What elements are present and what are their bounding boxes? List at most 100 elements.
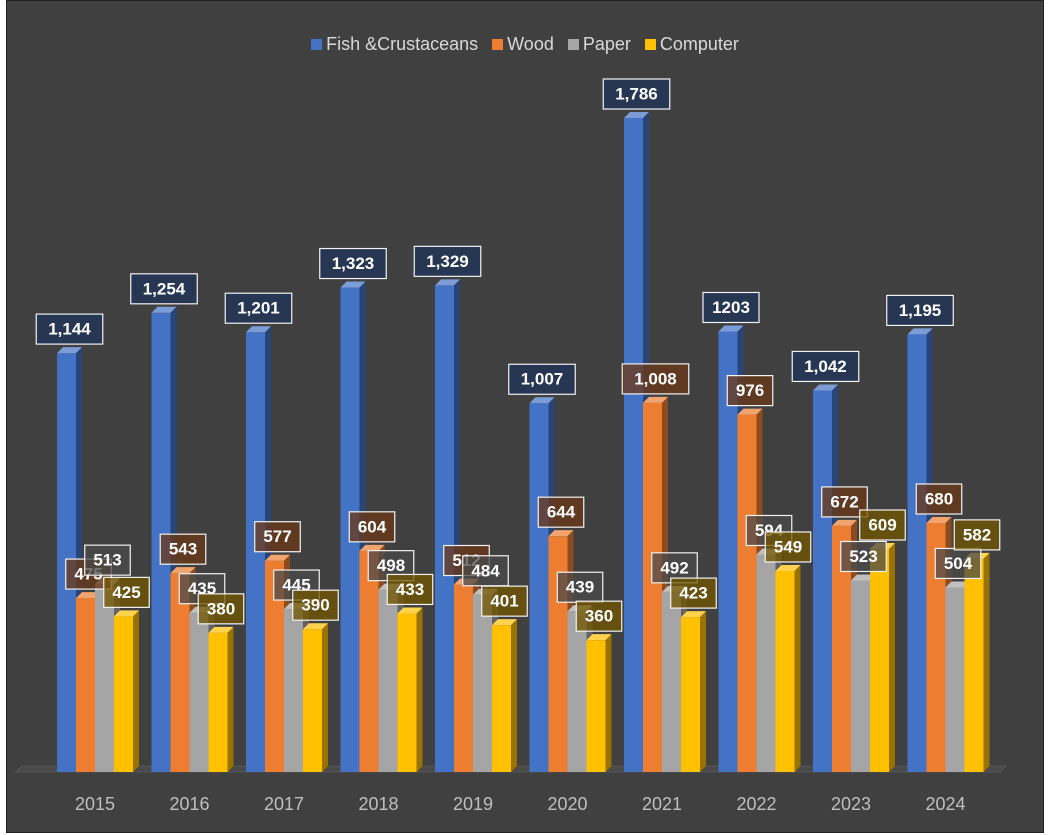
bar-side <box>794 564 801 772</box>
bar-side <box>133 610 139 772</box>
data-label: 504 <box>944 554 973 573</box>
bar-front <box>303 629 322 772</box>
data-label-box <box>254 521 301 553</box>
bar-front <box>643 402 662 772</box>
x-tick-label: 2024 <box>925 794 965 814</box>
data-label: 1,008 <box>634 369 677 388</box>
bar-side <box>227 626 234 772</box>
legend-label: Paper <box>582 34 631 54</box>
bar <box>303 623 328 772</box>
data-label-box <box>197 593 245 625</box>
data-label: 390 <box>301 596 329 615</box>
data-label-box <box>462 555 509 587</box>
data-label-box <box>886 294 954 327</box>
bar-top <box>435 279 460 286</box>
data-label: 433 <box>396 580 424 599</box>
bar-front <box>586 640 606 772</box>
data-label: 976 <box>736 381 764 400</box>
legend: Fish &Crustaceans Wood Paper Computer <box>0 34 1050 55</box>
data-label: 582 <box>963 525 991 544</box>
bar-side <box>416 607 423 772</box>
x-tick-label: 2022 <box>736 794 776 814</box>
data-label-box <box>726 375 774 407</box>
bar <box>870 542 895 772</box>
bar-front <box>662 591 681 772</box>
bar-front <box>870 548 889 772</box>
bar-front <box>718 331 738 772</box>
data-label: 1,007 <box>521 370 564 389</box>
bar-top <box>926 516 952 523</box>
data-label: 513 <box>93 551 121 570</box>
bar-top <box>246 326 271 333</box>
data-label: 1,323 <box>332 254 375 273</box>
data-label-box <box>103 576 150 608</box>
bar <box>397 607 423 772</box>
data-label-box <box>840 540 887 573</box>
legend-item: Computer <box>644 34 739 55</box>
x-tick-label: 2017 <box>264 794 304 814</box>
data-label: 380 <box>207 599 235 618</box>
bar-top <box>624 112 649 118</box>
data-label: 423 <box>679 584 707 603</box>
bar-front <box>95 584 114 772</box>
data-label-box <box>130 273 198 305</box>
bar-front <box>945 587 965 772</box>
data-label-box <box>386 573 434 606</box>
bar-top <box>548 530 574 537</box>
bar-front <box>76 598 95 772</box>
bar <box>586 634 612 772</box>
data-label-box <box>575 600 623 632</box>
bar-front <box>832 525 851 772</box>
bar-top <box>529 397 555 404</box>
x-tick-label: 2020 <box>547 794 587 814</box>
bar <box>775 564 801 772</box>
data-label: 609 <box>868 515 896 534</box>
bar <box>492 619 517 772</box>
legend-swatch <box>644 39 656 50</box>
bar-front <box>454 584 473 772</box>
bar-top <box>170 567 196 574</box>
data-label: 1,144 <box>48 320 91 339</box>
bar-top <box>737 408 763 415</box>
bar-top <box>208 626 234 633</box>
data-label: 549 <box>774 537 802 556</box>
bar-top <box>775 564 801 571</box>
data-label: 484 <box>471 561 500 580</box>
legend-item: Paper <box>567 34 631 55</box>
legend-swatch <box>567 39 579 50</box>
data-label: 1,042 <box>804 357 847 376</box>
data-label-box <box>319 247 387 280</box>
data-label: 498 <box>377 556 405 575</box>
bar-top <box>718 325 744 332</box>
bar-side <box>889 542 895 772</box>
bar-side <box>322 623 328 772</box>
data-label-box <box>602 78 671 110</box>
bar-top <box>813 384 838 391</box>
bar-top <box>832 519 857 526</box>
bar-front <box>926 522 946 772</box>
legend-label: Computer <box>659 34 739 54</box>
data-label-box <box>670 577 717 609</box>
bar <box>114 610 139 772</box>
data-label: 604 <box>358 517 387 536</box>
x-tick-label: 2021 <box>642 794 682 814</box>
data-label-box <box>224 292 293 324</box>
bar-front <box>435 285 454 772</box>
bar-top <box>114 610 139 617</box>
data-label: 1,195 <box>899 301 942 320</box>
data-label-box <box>791 350 860 383</box>
legend-swatch <box>492 39 504 50</box>
bar-top <box>907 328 933 335</box>
legend-item: Wood <box>492 34 554 55</box>
bar-front <box>681 617 700 772</box>
bar-front <box>397 613 417 772</box>
data-label-box <box>859 509 906 541</box>
data-label-box <box>84 544 131 576</box>
data-label: 543 <box>169 540 197 559</box>
data-label: 439 <box>566 578 594 597</box>
data-label-box <box>764 531 812 563</box>
data-label-box <box>159 533 207 565</box>
data-label: 577 <box>263 527 291 546</box>
data-label-box <box>292 589 339 621</box>
